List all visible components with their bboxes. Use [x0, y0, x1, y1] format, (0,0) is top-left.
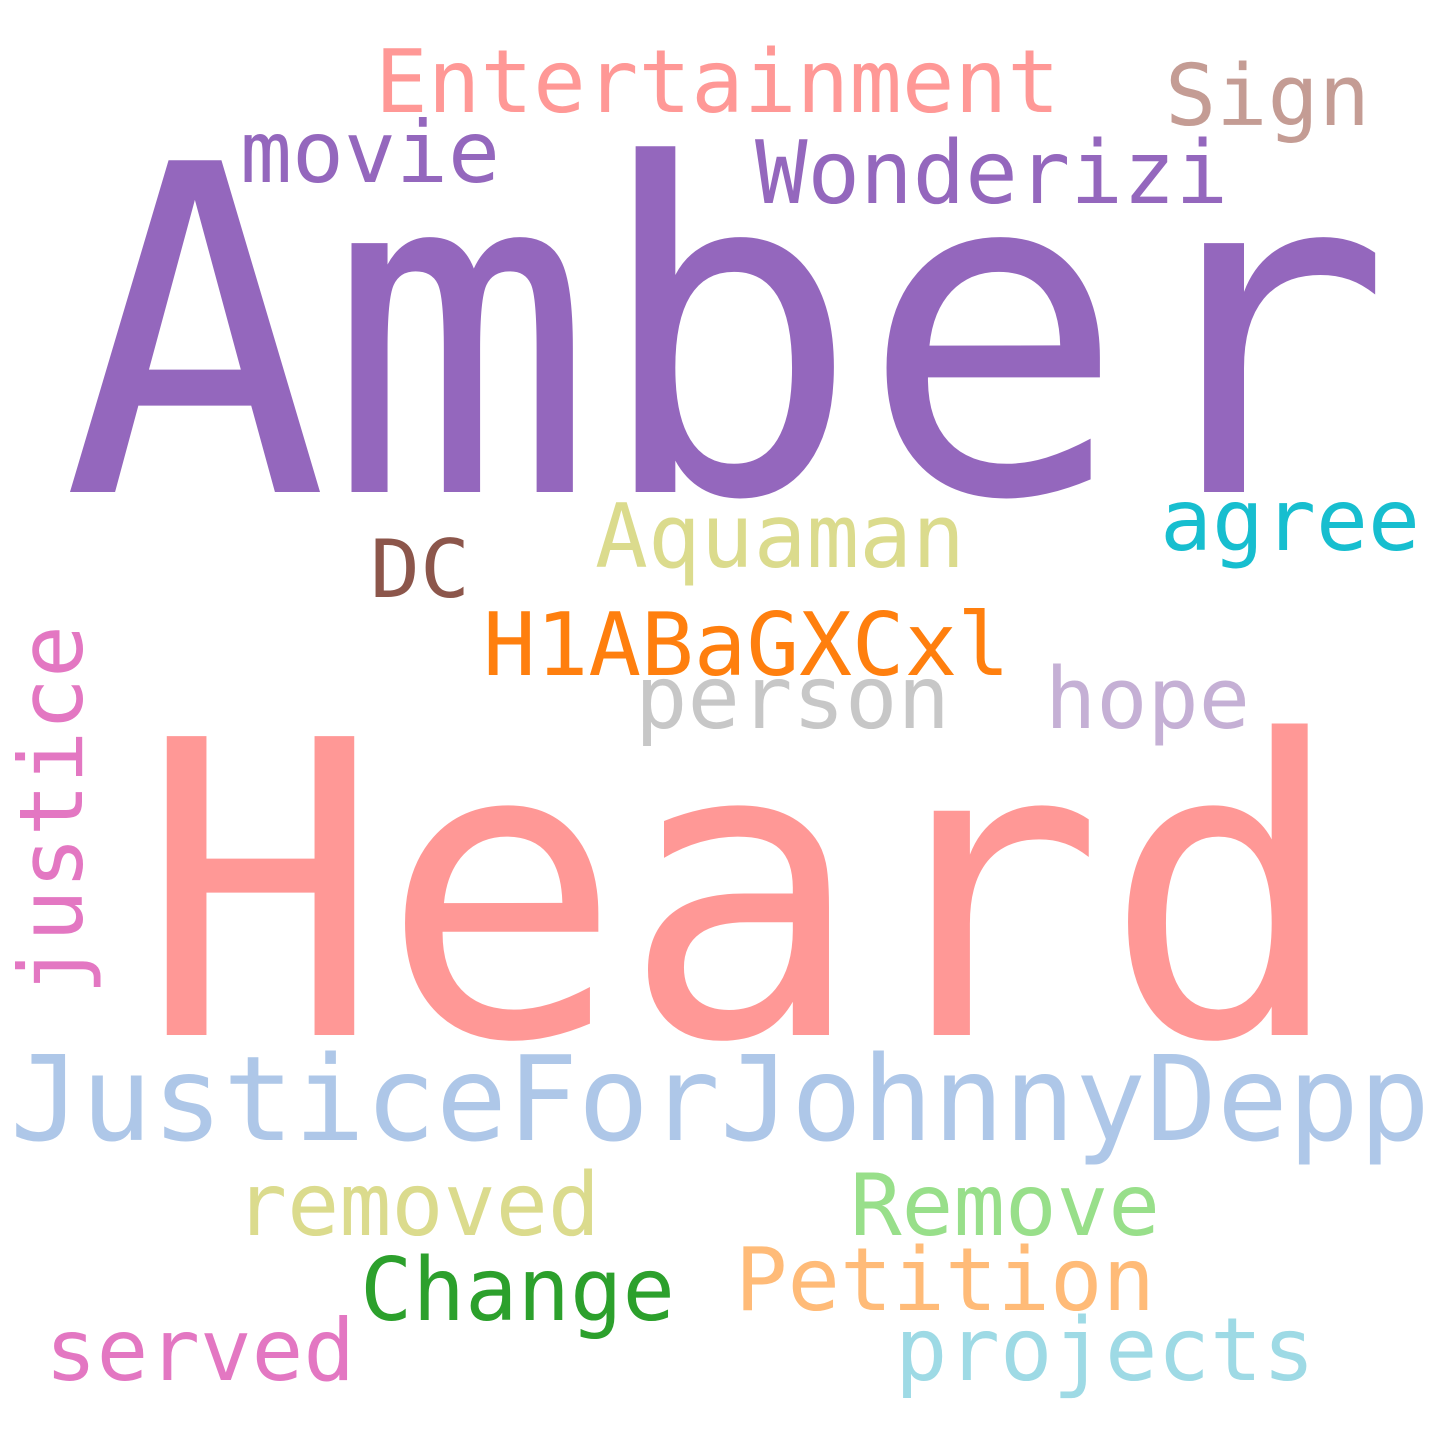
word: person [635, 647, 950, 749]
word: Petition [735, 1229, 1155, 1331]
word: Remove [850, 1156, 1160, 1256]
word: projects [895, 1299, 1315, 1401]
word: JusticeForJohnnyDepp [10, 1030, 1430, 1168]
word: movie [240, 103, 500, 203]
word: Wonderizi [755, 122, 1228, 224]
word: justice [0, 625, 103, 995]
word: hope [1045, 650, 1250, 749]
word: Amber [62, 71, 1392, 600]
word: Sign [1165, 47, 1370, 146]
word: Entertainment [375, 31, 1060, 133]
word: Aquaman [595, 485, 965, 588]
word: Change [360, 1239, 675, 1341]
word: DC [370, 523, 470, 616]
word: Heard [140, 654, 1345, 1132]
word: served [45, 1301, 355, 1401]
word: H1ABaGXCxl [483, 594, 1010, 696]
word: agree [1160, 471, 1420, 571]
word: removed [235, 1154, 600, 1256]
